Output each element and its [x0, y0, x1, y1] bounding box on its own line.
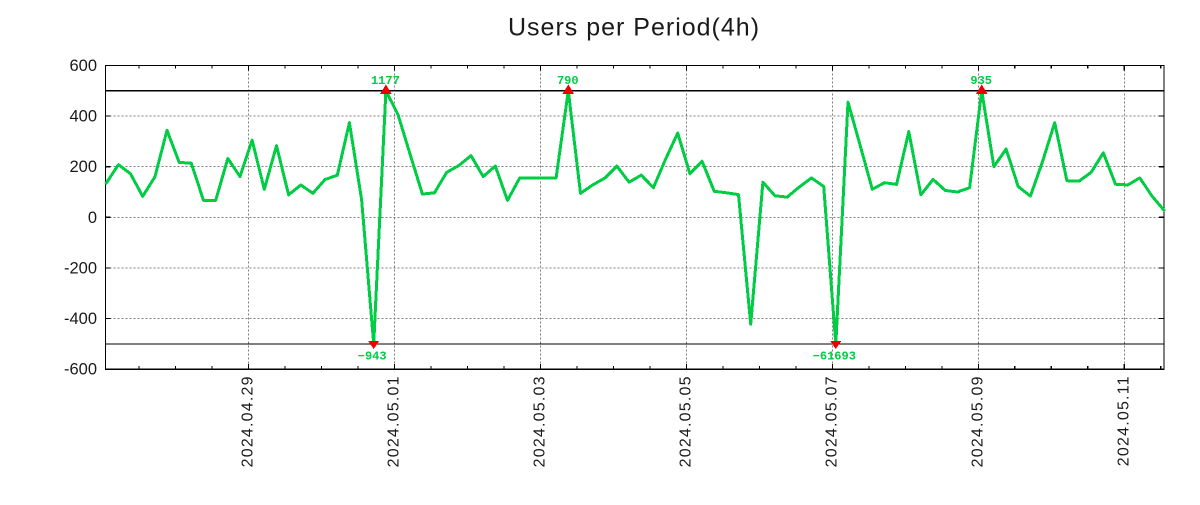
- svg-text:Users per Period(4h): Users per Period(4h): [508, 14, 760, 42]
- svg-text:2024.05.11: 2024.05.11: [1115, 375, 1132, 466]
- svg-text:-400: -400: [64, 310, 97, 328]
- svg-text:935: 935: [970, 74, 992, 88]
- svg-text:2024.05.03: 2024.05.03: [532, 375, 549, 467]
- svg-text:600: 600: [69, 57, 97, 75]
- svg-text:2024.05.09: 2024.05.09: [969, 375, 986, 467]
- svg-text:−61693: −61693: [813, 350, 856, 364]
- svg-text:200: 200: [69, 158, 97, 176]
- svg-text:-600: -600: [64, 361, 97, 379]
- svg-text:2024.04.29: 2024.04.29: [240, 375, 257, 467]
- svg-text:1177: 1177: [371, 74, 400, 88]
- svg-text:-200: -200: [64, 260, 97, 278]
- svg-text:790: 790: [557, 74, 579, 88]
- svg-text:0: 0: [88, 209, 97, 227]
- svg-text:2024.05.01: 2024.05.01: [386, 375, 403, 467]
- svg-text:2024.05.07: 2024.05.07: [823, 375, 840, 467]
- svg-text:400: 400: [69, 108, 97, 126]
- svg-text:−943: −943: [358, 350, 387, 364]
- svg-text:2024.05.05: 2024.05.05: [677, 375, 694, 467]
